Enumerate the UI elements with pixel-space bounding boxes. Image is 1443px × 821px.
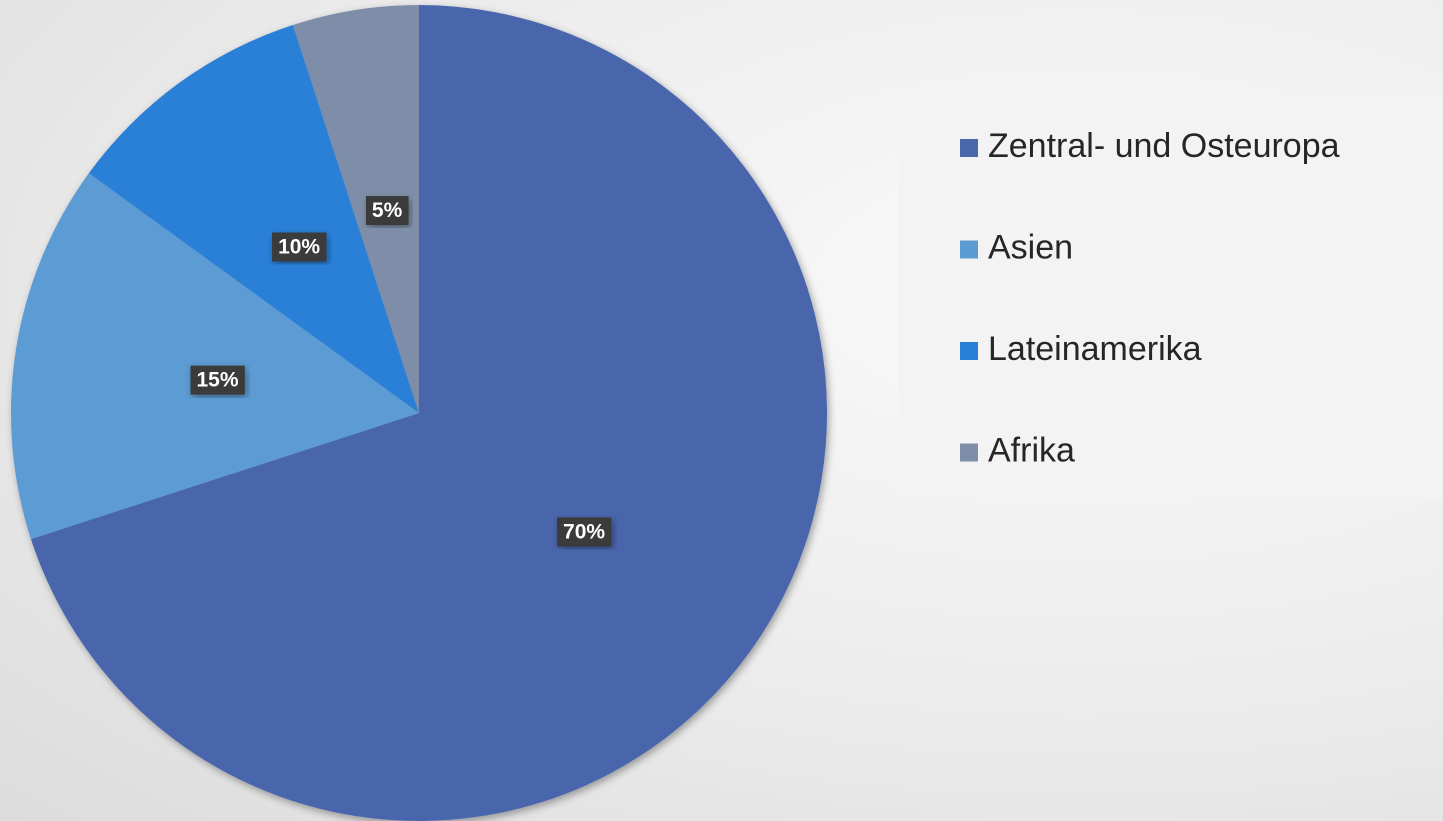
pie-slice [10, 173, 419, 540]
pie-slice [88, 24, 419, 414]
value-label: 70% [563, 520, 605, 543]
legend-label: Lateinamerika [988, 330, 1202, 368]
value-label-box [365, 196, 409, 226]
value-label: 15% [196, 369, 238, 392]
legend-label: Zentral- und Osteuropa [988, 127, 1340, 165]
pie [10, 5, 827, 821]
legend: Zentral- und Osteuropa Asien Lateinamerika… [960, 127, 1340, 469]
legend-label: Afrika [988, 431, 1075, 469]
legend-swatch [960, 443, 978, 462]
legend-swatch [960, 342, 978, 360]
pie-slice [30, 5, 827, 821]
legend-swatch [960, 139, 978, 157]
legend-box [898, 95, 1443, 498]
value-label: 5% [372, 199, 403, 222]
value-label-box [272, 232, 327, 262]
value-label-box [190, 365, 245, 395]
value-label-box [557, 517, 612, 547]
value-label: 10% [278, 236, 320, 259]
legend-label: Asien [988, 228, 1073, 266]
pie-slice [292, 5, 419, 413]
legend-swatch [960, 240, 978, 259]
value-labels: 70% 15% 10% 5% [190, 196, 612, 547]
